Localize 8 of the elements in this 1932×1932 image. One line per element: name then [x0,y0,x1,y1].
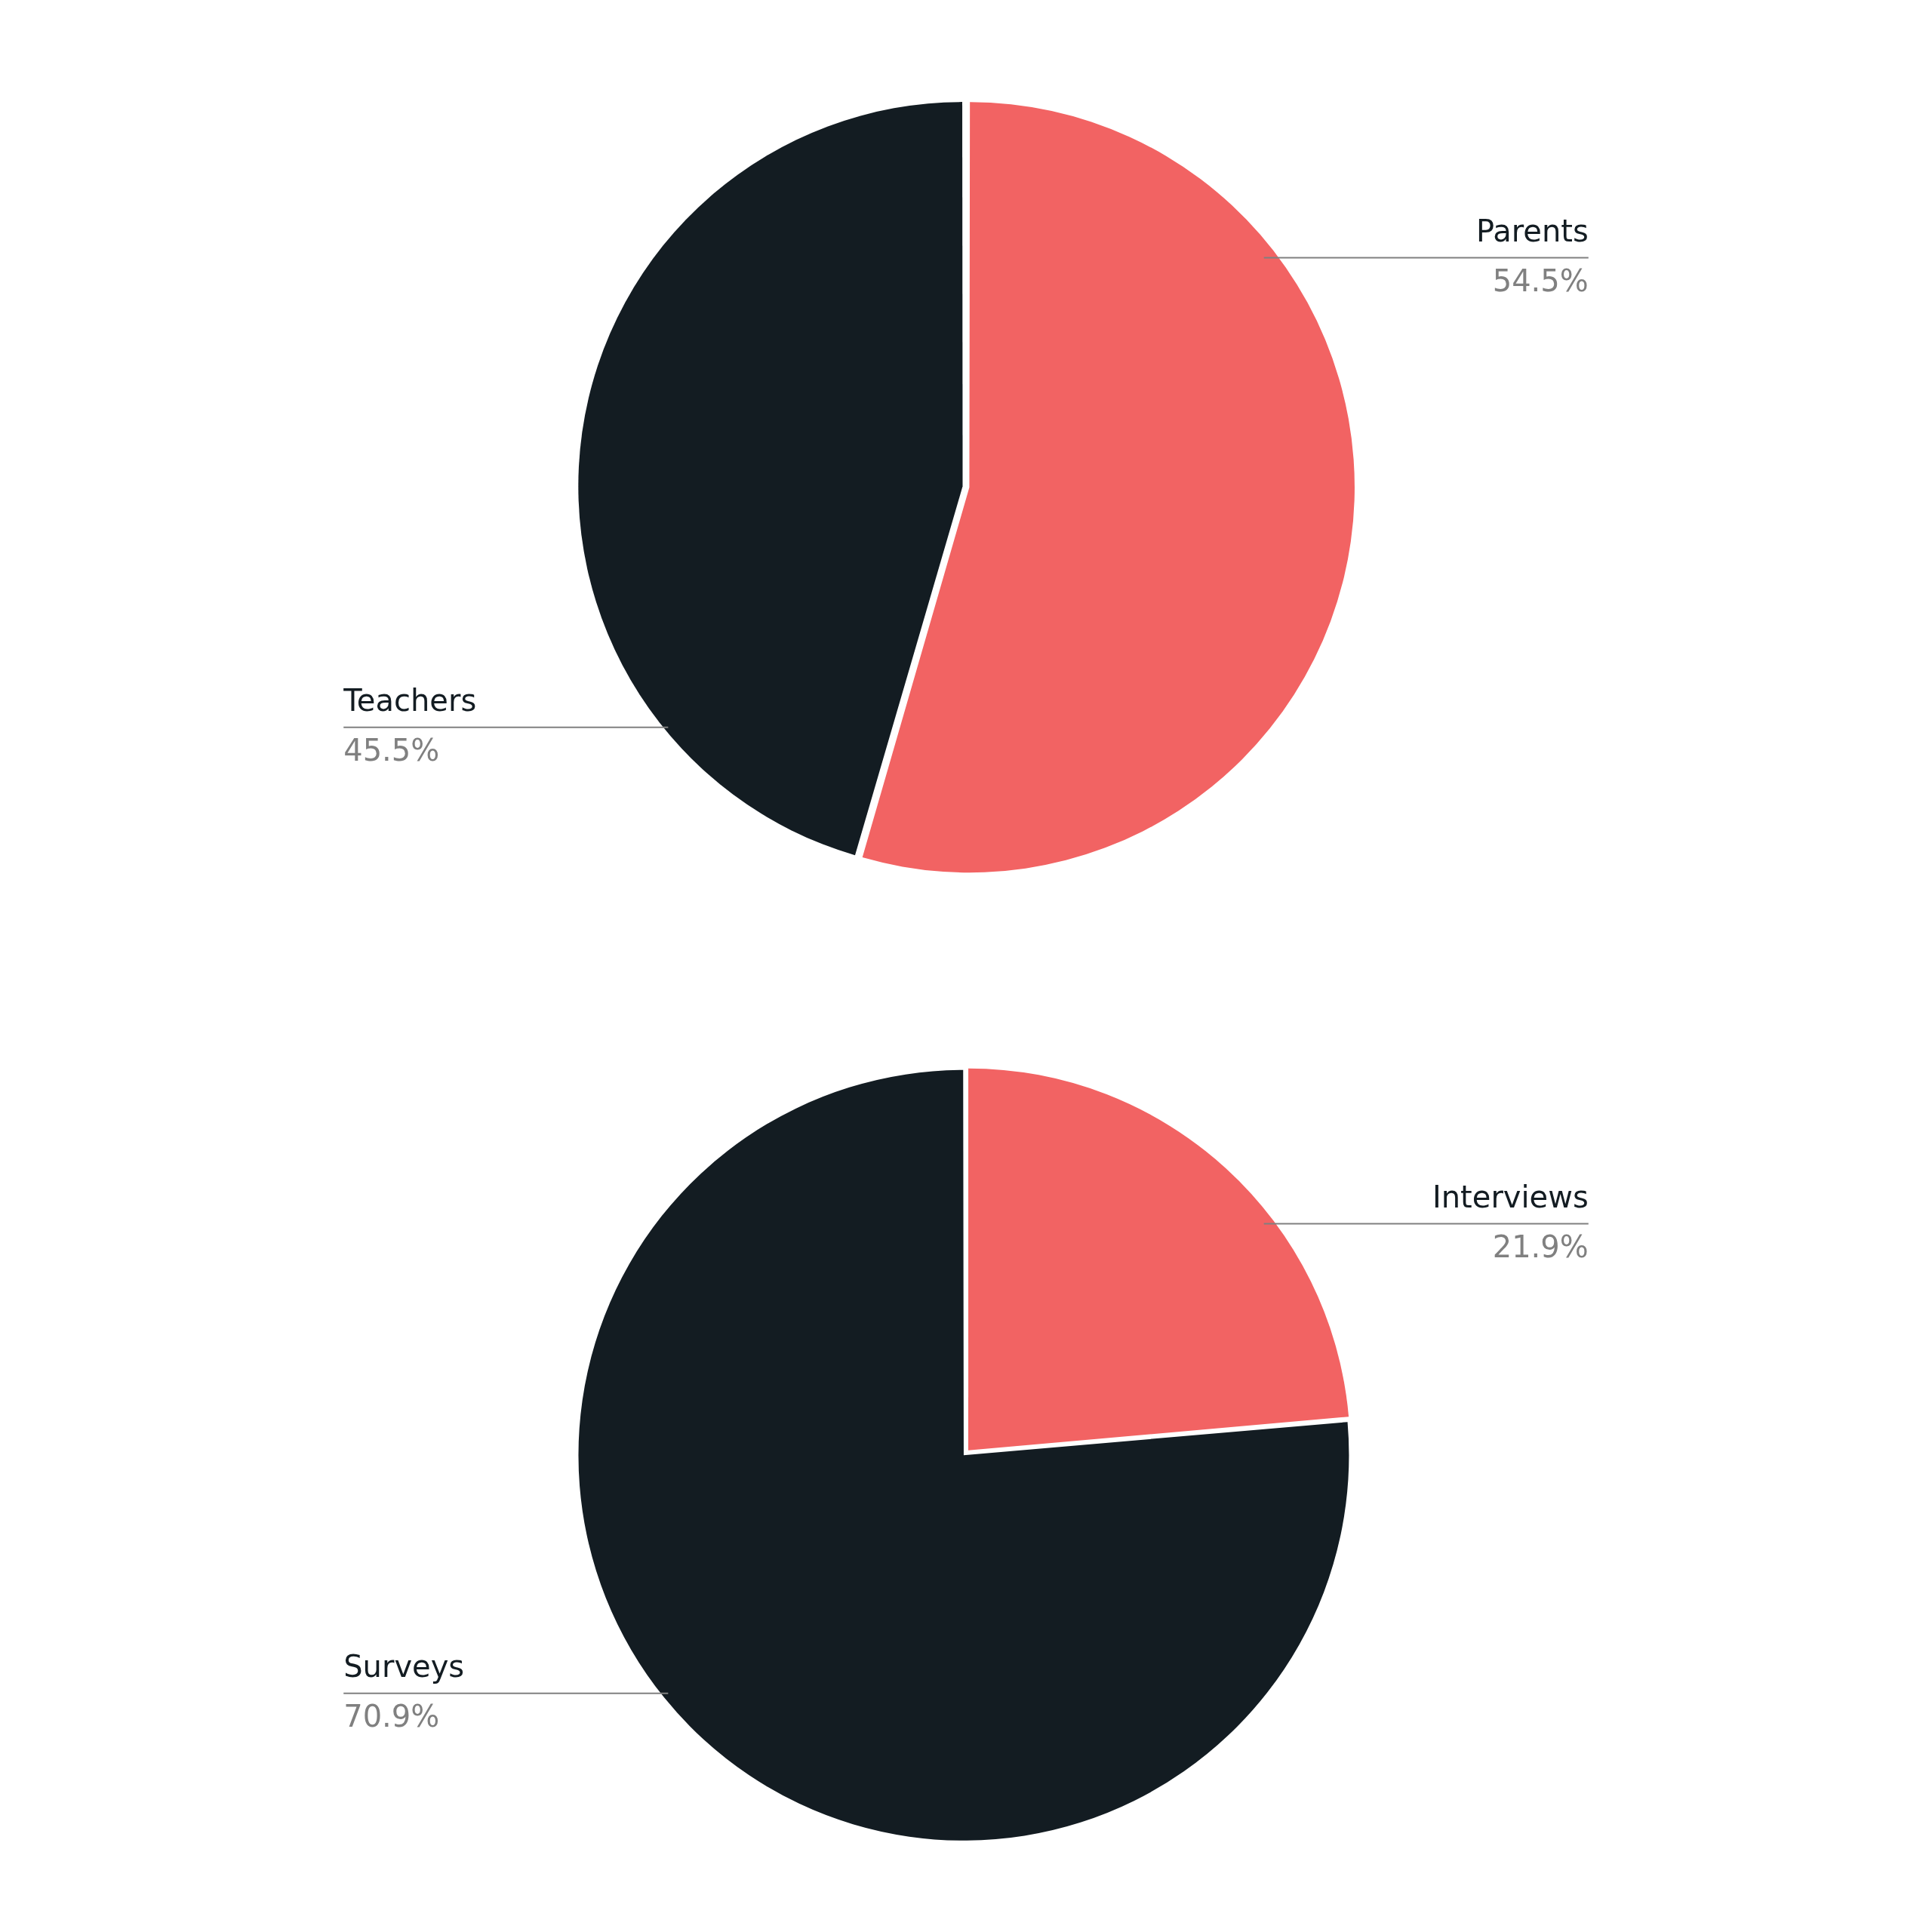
slice-label: Parents [1475,213,1589,248]
data-label: 54.5% [1492,263,1589,298]
data-label: 21.9% [1492,1229,1589,1264]
data-label: 70.9% [343,1699,440,1734]
slice-label: Teachers [343,683,477,718]
data-label: 45.5% [343,733,440,768]
slice-label: Surveys [343,1649,465,1684]
slice-label: Interviews [1432,1179,1589,1214]
